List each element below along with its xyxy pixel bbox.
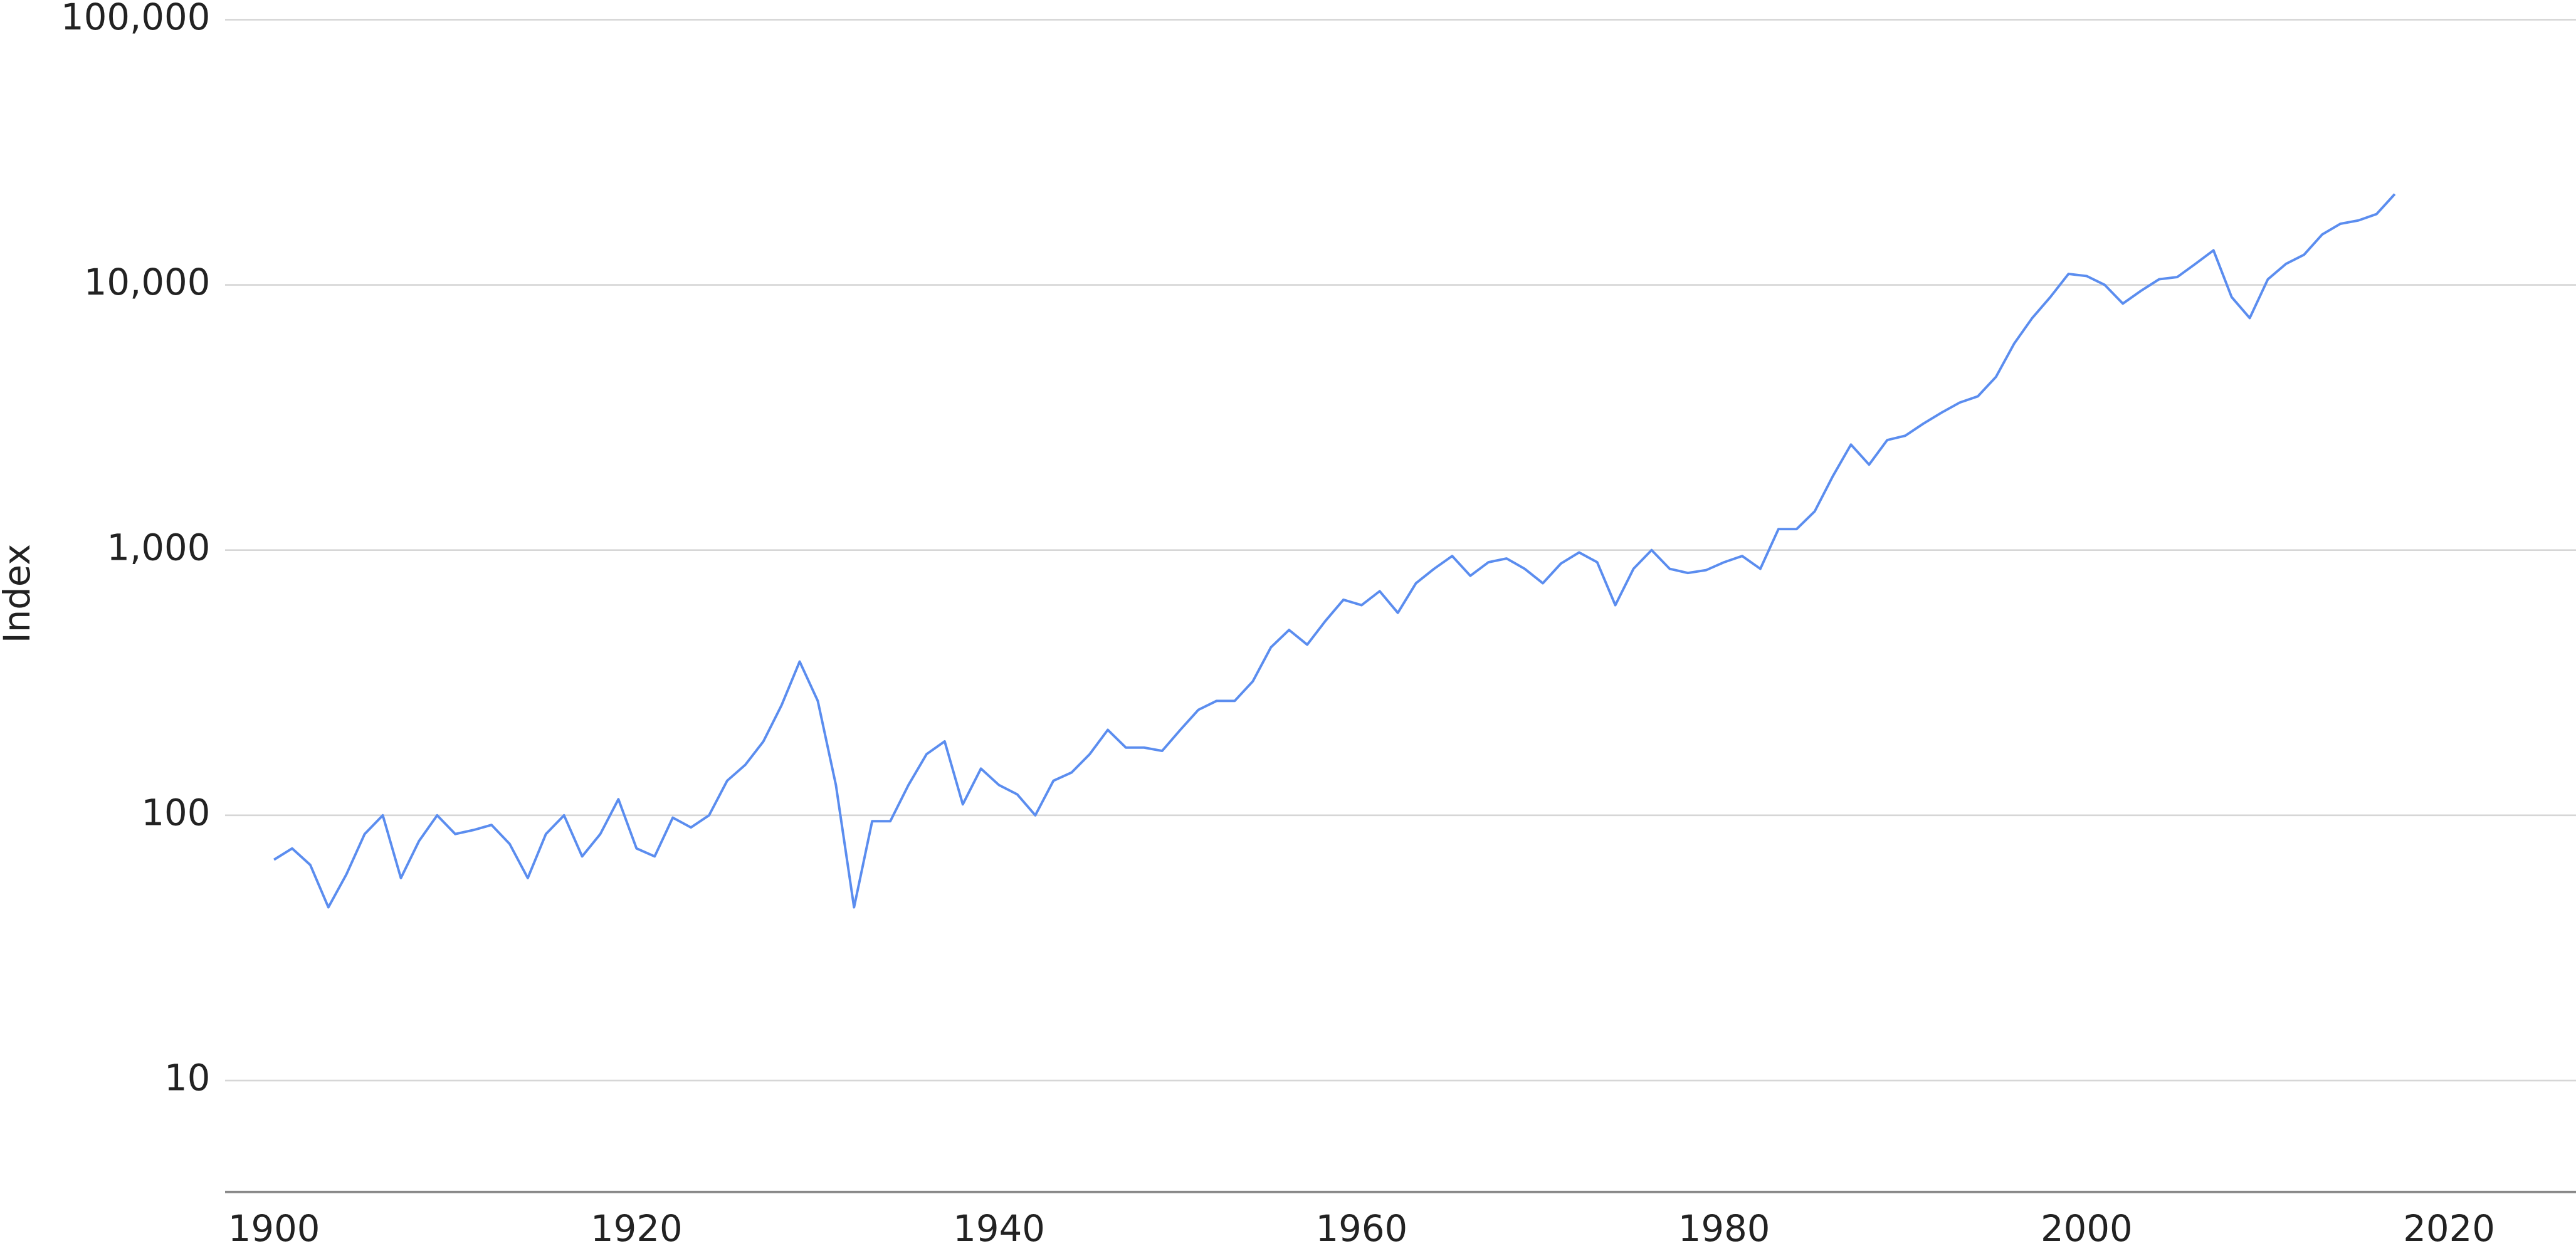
y-tick-label: 10,000: [84, 261, 211, 303]
y-tick-label: 100,000: [61, 0, 210, 38]
x-tick-label: 1920: [591, 1208, 683, 1250]
x-tick-label: 1960: [1315, 1208, 1407, 1250]
x-tick-label: 1980: [1678, 1208, 1770, 1250]
data-line: [273, 193, 2396, 909]
y-tick-label: 1,000: [107, 526, 210, 568]
x-tick-label: 1900: [228, 1208, 320, 1250]
x-tick-label: 1940: [953, 1208, 1045, 1250]
y-tick-label: 10: [164, 1057, 210, 1099]
y-tick-label: 100: [141, 792, 210, 834]
y-axis-label: Index: [0, 544, 38, 643]
x-tick-label: 2000: [2041, 1208, 2133, 1250]
x-tick-label: 2020: [2403, 1208, 2495, 1250]
